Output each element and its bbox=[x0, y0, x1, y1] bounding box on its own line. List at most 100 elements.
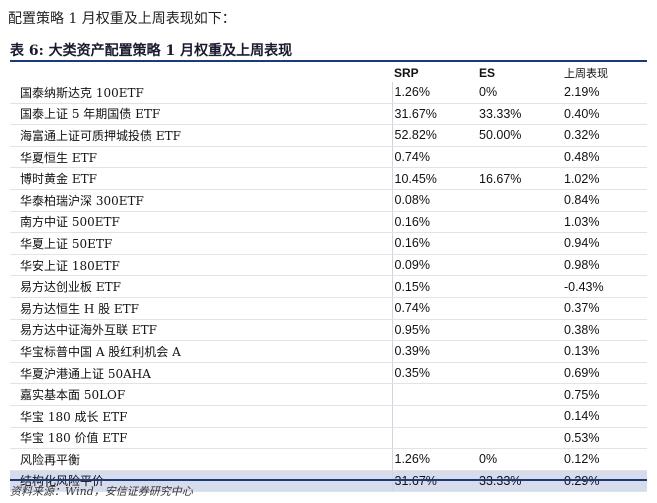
cell-es: 50.00% bbox=[477, 124, 562, 147]
cell-es bbox=[477, 275, 562, 298]
cell-srp: 0.74% bbox=[391, 146, 477, 169]
table-row: 南方中证 500ETF 0.16% 1.03% bbox=[10, 211, 647, 234]
cell-es bbox=[477, 340, 562, 363]
cell-week: 0.84% bbox=[562, 189, 647, 212]
header-es: ES bbox=[479, 65, 496, 80]
cell-srp: 52.82% bbox=[391, 124, 477, 147]
table-row: 易方达中证海外互联 ETF 0.95% 0.38% bbox=[10, 319, 647, 342]
table-row: 风险再平衡 1.26% 0% 0.12% bbox=[10, 448, 647, 471]
table-row: 华夏恒生 ETF 0.74% 0.48% bbox=[10, 146, 647, 169]
table-row: 易方达恒生 H 股 ETF 0.74% 0.37% bbox=[10, 297, 647, 320]
cell-srp: 0.15% bbox=[391, 275, 477, 298]
cell-week: 1.02% bbox=[562, 167, 647, 190]
table-row: 海富通上证可质押城投债 ETF 52.82% 50.00% 0.32% bbox=[10, 124, 647, 147]
cell-week: 0.94% bbox=[562, 232, 647, 255]
cell-week: 0.13% bbox=[562, 340, 647, 363]
cell-es bbox=[477, 232, 562, 255]
cell-es: 33.33% bbox=[477, 103, 562, 126]
cell-srp: 1.26% bbox=[391, 448, 477, 471]
table-row: 国泰上证 5 年期国债 ETF 31.67% 33.33% 0.40% bbox=[10, 103, 647, 126]
cell-week: 0.32% bbox=[562, 124, 647, 147]
cell-week: 1.03% bbox=[562, 211, 647, 234]
cell-srp: 0.35% bbox=[391, 362, 477, 385]
intro-text: 配置策略 1 月权重及上周表现如下： bbox=[8, 11, 236, 27]
table-row: 华安上证 180ETF 0.09% 0.98% bbox=[10, 254, 647, 277]
cell-name: 华夏沪港通上证 50AHA bbox=[10, 362, 392, 385]
cell-srp: 0.95% bbox=[391, 319, 477, 342]
cell-es bbox=[477, 189, 562, 212]
cell-name: 华安上证 180ETF bbox=[10, 254, 392, 277]
cell-name: 易方达恒生 H 股 ETF bbox=[10, 297, 392, 320]
cell-es: 0% bbox=[477, 448, 562, 471]
cell-week: 0.48% bbox=[562, 146, 647, 169]
table-row: 华泰柏瑞沪深 300ETF 0.08% 0.84% bbox=[10, 189, 647, 212]
cell-es bbox=[477, 211, 562, 234]
cell-srp bbox=[391, 383, 477, 406]
cell-name: 南方中证 500ETF bbox=[10, 211, 392, 234]
cell-es bbox=[477, 383, 562, 406]
cell-srp: 0.08% bbox=[391, 189, 477, 212]
table-row: 易方达创业板 ETF 0.15% -0.43% bbox=[10, 275, 647, 298]
cell-name: 华宝标普中国 A 股红利机会 A bbox=[10, 340, 392, 363]
table-row: 嘉实基本面 50LOF 0.75% bbox=[10, 383, 647, 406]
table-body: 国泰纳斯达克 100ETF 1.26% 0% 2.19% 国泰上证 5 年期国债 ETF… bbox=[10, 82, 647, 493]
cell-srp: 10.45% bbox=[391, 167, 477, 190]
cell-name: 嘉实基本面 50LOF bbox=[10, 383, 392, 406]
cell-name: 华夏上证 50ETF bbox=[10, 232, 392, 255]
cell-es bbox=[477, 427, 562, 450]
table-row: 华宝 180 价值 ETF 0.53% bbox=[10, 427, 647, 450]
cell-es bbox=[477, 254, 562, 277]
title-rule bbox=[10, 60, 647, 62]
header-week: 上周表现 bbox=[564, 66, 608, 80]
cell-week: 0.53% bbox=[562, 427, 647, 450]
table-row: 博时黄金 ETF 10.45% 16.67% 1.02% bbox=[10, 167, 647, 190]
table-row: 国泰纳斯达克 100ETF 1.26% 0% 2.19% bbox=[10, 82, 647, 104]
cell-name: 易方达创业板 ETF bbox=[10, 275, 392, 298]
source-note: 资料来源：Wind，安信证券研究中心 bbox=[10, 485, 193, 498]
bottom-rule bbox=[10, 479, 647, 481]
cell-name: 海富通上证可质押城投债 ETF bbox=[10, 124, 392, 147]
cell-srp: 1.26% bbox=[391, 82, 477, 104]
cell-name: 华宝 180 成长 ETF bbox=[10, 405, 392, 428]
cell-week: 0.12% bbox=[562, 448, 647, 471]
cell-es bbox=[477, 319, 562, 342]
cell-week: 2.19% bbox=[562, 82, 647, 104]
cell-es: 0% bbox=[477, 82, 562, 104]
cell-name: 华夏恒生 ETF bbox=[10, 146, 392, 169]
cell-name: 易方达中证海外互联 ETF bbox=[10, 319, 392, 342]
cell-name: 博时黄金 ETF bbox=[10, 167, 392, 190]
weights-table: SRP ES 上周表现 国泰纳斯达克 100ETF 1.26% 0% 2.19% 国泰上… bbox=[10, 63, 647, 493]
cell-es bbox=[477, 362, 562, 385]
cell-name: 风险再平衡 bbox=[10, 448, 392, 471]
table-row: 华夏上证 50ETF 0.16% 0.94% bbox=[10, 232, 647, 255]
cell-week: -0.43% bbox=[562, 275, 647, 298]
table-row: 华夏沪港通上证 50AHA 0.35% 0.69% bbox=[10, 362, 647, 385]
cell-srp: 31.67% bbox=[391, 103, 477, 126]
table-title: 表 6: 大类资产配置策略 1 月权重及上周表现 bbox=[10, 43, 293, 59]
cell-es: 16.67% bbox=[477, 167, 562, 190]
cell-name: 国泰上证 5 年期国债 ETF bbox=[10, 103, 392, 126]
cell-srp bbox=[391, 405, 477, 428]
cell-es bbox=[477, 146, 562, 169]
cell-srp: 0.74% bbox=[391, 297, 477, 320]
cell-srp: 0.09% bbox=[391, 254, 477, 277]
cell-es bbox=[477, 297, 562, 320]
cell-name: 华泰柏瑞沪深 300ETF bbox=[10, 189, 392, 212]
table-row: 华宝标普中国 A 股红利机会 A 0.39% 0.13% bbox=[10, 340, 647, 363]
table-header-row: SRP ES 上周表现 bbox=[10, 63, 647, 82]
header-name bbox=[10, 63, 392, 82]
cell-es bbox=[477, 405, 562, 428]
table-row: 华宝 180 成长 ETF 0.14% bbox=[10, 405, 647, 428]
cell-week: 0.38% bbox=[562, 319, 647, 342]
cell-name: 国泰纳斯达克 100ETF bbox=[10, 82, 392, 104]
cell-srp bbox=[391, 427, 477, 450]
cell-name: 华宝 180 价值 ETF bbox=[10, 427, 392, 450]
cell-srp: 0.16% bbox=[391, 232, 477, 255]
cell-week: 0.14% bbox=[562, 405, 647, 428]
cell-week: 0.37% bbox=[562, 297, 647, 320]
cell-week: 0.98% bbox=[562, 254, 647, 277]
cell-srp: 0.16% bbox=[391, 211, 477, 234]
cell-week: 0.40% bbox=[562, 103, 647, 126]
cell-week: 0.75% bbox=[562, 383, 647, 406]
cell-srp: 0.39% bbox=[391, 340, 477, 363]
